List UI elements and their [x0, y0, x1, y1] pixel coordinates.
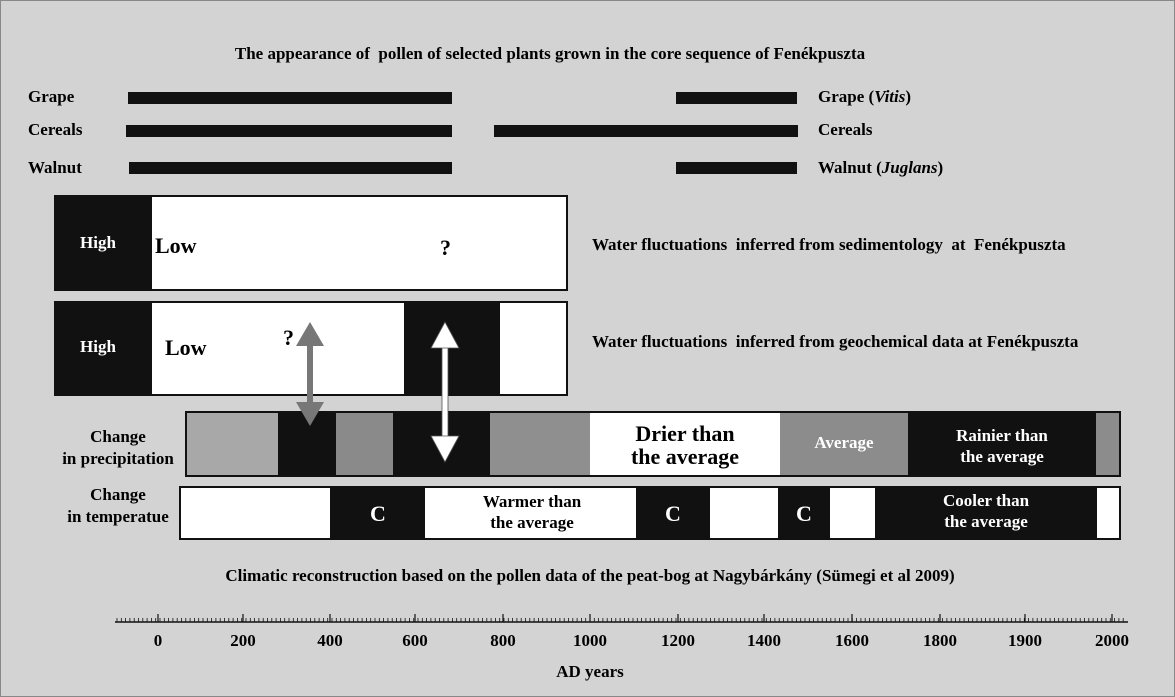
segment — [490, 412, 590, 476]
cold-label: C — [370, 501, 386, 526]
segment — [590, 412, 780, 476]
tick-label: 1800 — [923, 631, 957, 650]
segment — [908, 412, 1096, 476]
plant-label: Walnut — [28, 158, 82, 177]
pollen-bar — [128, 92, 452, 104]
question: ? — [440, 235, 451, 260]
tick-label: 400 — [317, 631, 343, 650]
high-label: High — [80, 233, 116, 252]
pollen-bar — [129, 162, 452, 174]
geo-caption: Water fluctuations inferred from geochem… — [592, 332, 1079, 351]
plant-label: Grape (Vitis) — [818, 87, 911, 106]
row-label: in precipitation — [62, 449, 174, 468]
tick-label: 600 — [402, 631, 428, 650]
pollen-bars — [126, 92, 798, 174]
title: The appearance of pollen of selected pla… — [235, 44, 866, 63]
row-border — [185, 411, 1121, 477]
cold-label: C — [796, 501, 812, 526]
tick-label: 1900 — [1008, 631, 1042, 650]
pollen-bar — [126, 125, 452, 137]
grey-arrow — [296, 322, 324, 426]
segment — [1096, 412, 1120, 476]
plant-label: Walnut (Juglans) — [818, 158, 943, 177]
segment — [780, 412, 908, 476]
reconstruction-caption: Climatic reconstruction based on the pol… — [225, 566, 954, 585]
temp-row — [179, 486, 1121, 540]
tick-label: 1400 — [747, 631, 781, 650]
pollen-bar — [676, 162, 797, 174]
segment-label: the average — [944, 512, 1028, 531]
white-arrow — [430, 321, 460, 463]
low-label: Low — [165, 335, 207, 360]
high-label: High — [80, 337, 116, 356]
cold-label: C — [665, 501, 681, 526]
row-label: in temperatue — [67, 507, 169, 526]
segment — [778, 487, 830, 539]
row-border — [179, 486, 1121, 540]
segment-label: the average — [960, 447, 1044, 466]
tick-label: 1000 — [573, 631, 607, 650]
pollen-bar — [676, 92, 797, 104]
segment — [278, 412, 336, 476]
tick-label: 2000 — [1095, 631, 1129, 650]
plant-label: Grape — [28, 87, 75, 106]
segment-label: Rainier than — [956, 426, 1048, 445]
segment — [636, 487, 710, 539]
precip-row — [185, 411, 1121, 477]
segment — [336, 412, 393, 476]
tick-label: 200 — [230, 631, 256, 650]
row-label: Change — [90, 485, 146, 504]
segment-label: Cooler than — [943, 491, 1030, 510]
plant-label: Cereals — [818, 120, 873, 139]
high-block — [55, 196, 152, 290]
pollen-bar — [494, 125, 798, 137]
row-label: Change — [90, 427, 146, 446]
axis-label: AD years — [556, 662, 624, 681]
high-block — [55, 302, 152, 395]
segment-label: Drier than — [635, 421, 734, 446]
segment — [875, 487, 1097, 539]
axis-ticks: 0 200 400 600 800 1000 1200 1400 1600 1800 1900 200… — [116, 614, 1129, 650]
tick-label: 800 — [490, 631, 516, 650]
tick-label: 0 — [154, 631, 163, 650]
plant-label: Cereals — [28, 120, 83, 139]
tick-label: 1200 — [661, 631, 695, 650]
segment-label: the average — [631, 444, 739, 469]
segment-label: Average — [814, 433, 874, 452]
segment — [186, 412, 278, 476]
question: ? — [283, 325, 294, 350]
segment-label: Warmer than — [483, 492, 582, 511]
sed-caption: Water fluctuations inferred from sedimen… — [592, 235, 1066, 254]
segment-label: the average — [490, 513, 574, 532]
high-block — [404, 302, 500, 395]
tick-label: 1600 — [835, 631, 869, 650]
low-label: Low — [155, 233, 197, 258]
segment — [330, 487, 425, 539]
